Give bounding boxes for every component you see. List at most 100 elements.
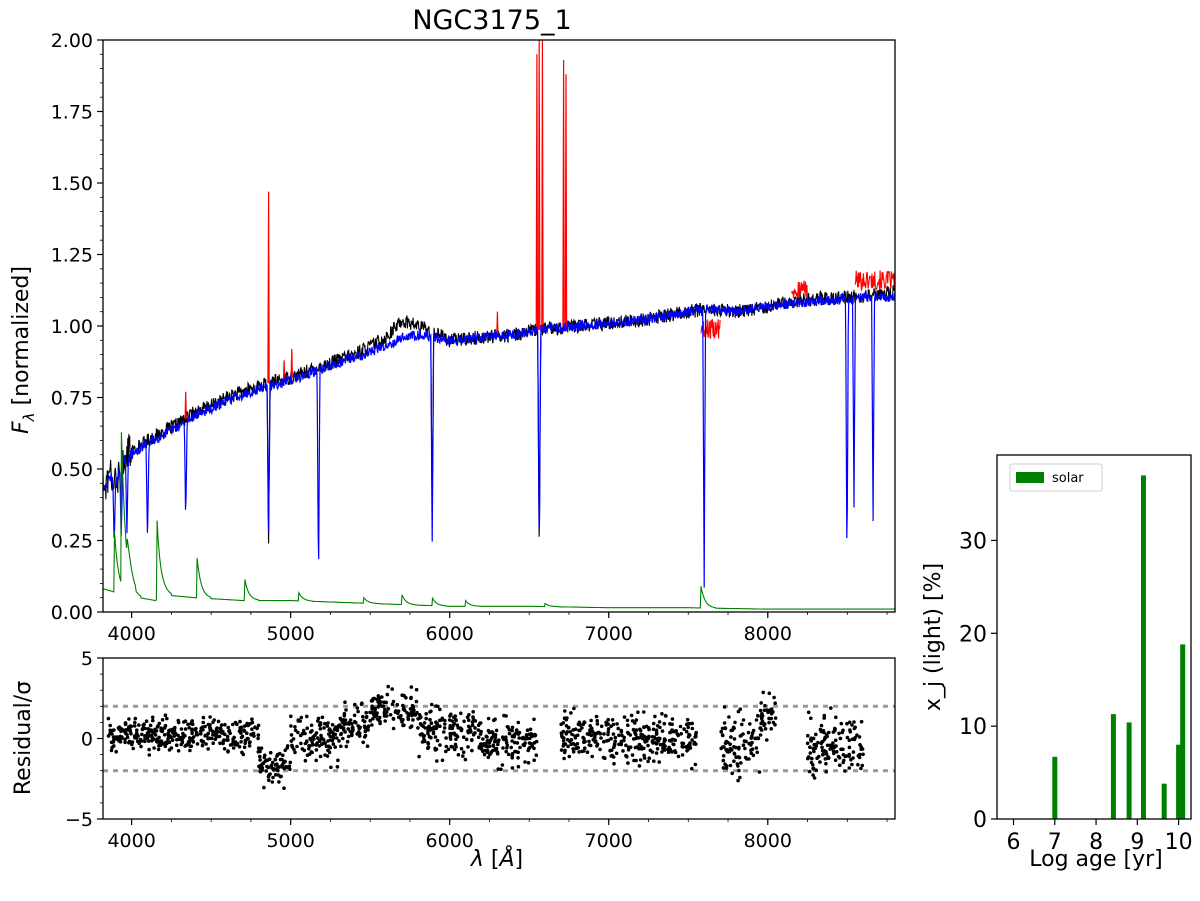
residual-point	[861, 752, 865, 757]
residual-ticks: −5 0 5 4000 5000 6000 7000 8000	[65, 648, 888, 852]
residual-point	[496, 739, 500, 744]
residual-point	[338, 716, 343, 721]
residual-point	[684, 729, 689, 734]
residual-point	[726, 740, 730, 745]
residual-point	[332, 727, 337, 732]
residual-point	[743, 755, 748, 760]
residual-point	[186, 742, 190, 746]
residual-point	[569, 742, 573, 747]
residual-point	[615, 722, 619, 726]
residual-point	[357, 734, 362, 738]
residual-point	[640, 733, 645, 737]
residual-point	[419, 715, 423, 719]
residual-point	[681, 745, 685, 749]
residual-point	[590, 729, 594, 734]
residual-point	[257, 764, 262, 768]
age-bar	[1176, 744, 1182, 819]
residual-point	[559, 748, 564, 752]
residual-point	[831, 730, 836, 734]
residual-point	[135, 728, 139, 732]
residual-point	[481, 737, 485, 741]
residual-point	[325, 724, 330, 728]
residual-point	[150, 735, 154, 740]
residual-point	[140, 727, 145, 732]
residual-plot-area	[103, 684, 895, 790]
residual-point	[570, 732, 574, 737]
residual-point	[150, 730, 155, 734]
residual-point	[657, 720, 662, 724]
residual-point	[461, 754, 465, 758]
residual-point	[212, 718, 216, 722]
emission-line-spike	[562, 59, 565, 328]
residual-point	[729, 728, 733, 733]
residual-point	[572, 706, 576, 711]
residual-point	[307, 746, 311, 751]
residual-point	[847, 738, 852, 742]
residual-point	[176, 749, 181, 753]
residual-point	[157, 735, 161, 740]
residual-point	[267, 778, 271, 783]
residual-point	[421, 724, 426, 729]
residual-point	[422, 721, 427, 725]
residual-point	[625, 754, 629, 759]
residual-point	[108, 728, 112, 733]
residual-point	[246, 723, 251, 728]
residual-point	[491, 744, 496, 748]
residual-point	[595, 719, 599, 723]
residual-point	[132, 724, 137, 728]
residual-point	[759, 714, 764, 719]
residual-point	[468, 728, 473, 732]
residual-point	[616, 726, 620, 731]
residual-point	[747, 757, 751, 761]
residual-point	[348, 718, 353, 722]
residual-point	[452, 747, 457, 752]
residual-point	[200, 743, 205, 748]
residual-point	[825, 743, 830, 748]
residual-point	[339, 725, 344, 729]
residual-point	[268, 772, 272, 776]
residual-point	[654, 730, 659, 734]
y-tick-label: 0.25	[51, 531, 93, 553]
residual-point	[280, 757, 284, 762]
residual-point	[767, 691, 772, 696]
residual-point	[106, 716, 111, 721]
residual-point	[402, 723, 406, 727]
residual-point	[323, 721, 327, 726]
residual-point	[245, 736, 250, 741]
residual-point	[847, 752, 851, 757]
residual-point	[364, 710, 369, 715]
residual-point	[436, 704, 440, 709]
residual-point	[368, 718, 373, 723]
residual-point	[463, 757, 468, 762]
residual-point	[730, 771, 734, 776]
residual-point	[767, 716, 771, 721]
residual-point	[805, 741, 810, 746]
residual-point	[513, 732, 517, 736]
residual-point	[259, 768, 264, 772]
residual-point	[429, 721, 434, 725]
residual-point	[417, 754, 421, 759]
residual-point	[510, 751, 515, 756]
residual-point	[473, 726, 477, 730]
residual-point	[751, 753, 756, 758]
age-bar	[1180, 644, 1186, 819]
residual-point	[238, 719, 242, 724]
residual-point	[435, 759, 439, 763]
x-tick-label: 6000	[426, 830, 474, 852]
residual-point	[847, 766, 852, 770]
residual-point	[416, 726, 420, 730]
residual-point	[491, 748, 495, 753]
residual-point	[206, 747, 210, 751]
residual-point	[296, 730, 300, 735]
residual-point	[690, 738, 694, 742]
age-bar-plot-area	[1052, 475, 1186, 819]
residual-point	[626, 761, 630, 765]
residual-point	[125, 735, 130, 740]
residual-point	[366, 724, 371, 728]
residual-point	[135, 732, 139, 737]
residual-point	[636, 710, 640, 714]
residual-point	[622, 715, 627, 719]
chart-title: NGC3175_1	[412, 5, 571, 36]
residual-point	[837, 731, 841, 736]
residual-point	[326, 721, 330, 725]
